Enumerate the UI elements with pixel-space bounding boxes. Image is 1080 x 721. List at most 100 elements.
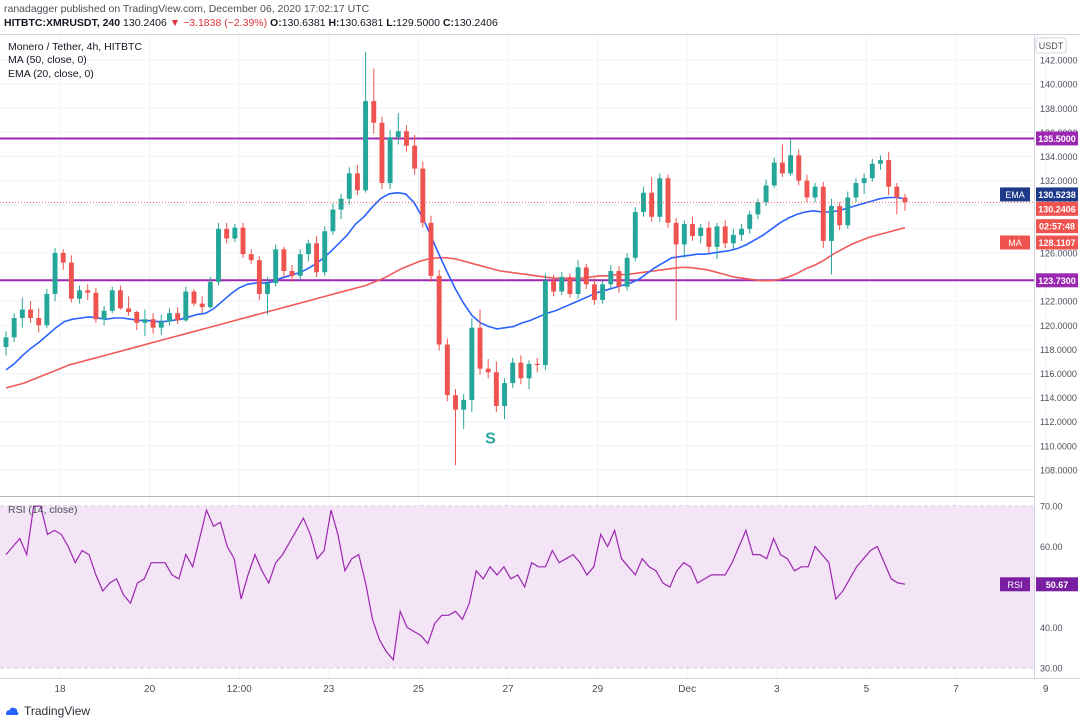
candle-body (853, 183, 859, 198)
candle-body (142, 319, 148, 323)
candle-body (444, 344, 450, 396)
candle-body (812, 186, 818, 198)
rsi-tick-label: 30.00 (1040, 663, 1063, 673)
candle-body (420, 168, 426, 223)
candle-body (265, 283, 270, 294)
open-value: 130.6381 (281, 17, 326, 29)
candle-body (583, 267, 589, 285)
candle-body (395, 131, 401, 138)
candle-body (542, 280, 548, 366)
candle-body (436, 275, 442, 345)
candle-body (363, 101, 369, 191)
candle-body (878, 160, 883, 164)
rsi-tick-label: 40.00 (1040, 623, 1063, 633)
candle-body (894, 186, 900, 198)
candle-body (117, 290, 123, 309)
ema-name-label: EMA (1005, 190, 1025, 200)
candle-body (739, 228, 744, 235)
price-tick-label: 138.0000 (1040, 104, 1078, 114)
candle-body (207, 281, 213, 308)
candle-body (216, 228, 221, 282)
last-price-tag-label: 130.2406 (1038, 204, 1076, 214)
ema-tag (1036, 187, 1078, 202)
candle-body (453, 395, 458, 410)
candle-body (232, 227, 238, 239)
candle-body (706, 227, 712, 247)
ma-tag-label: 128.1107 (1038, 238, 1075, 248)
candle-body (869, 163, 875, 179)
candle-body (681, 224, 687, 245)
candle-body (763, 185, 769, 203)
chart-legend: Monero / Tether, 4h, HITBTC MA (50, clos… (8, 41, 142, 516)
legend-ema: EMA (20, close, 0) (8, 68, 94, 80)
ma-50-line (5, 226, 906, 389)
price-tick-label: 110.0000 (1040, 441, 1077, 451)
time-tick-label: 20 (144, 684, 156, 695)
rsi-tick-label: 70.00 (1040, 502, 1063, 512)
candle-body (747, 214, 753, 229)
ma-name-label: MA (1008, 238, 1022, 248)
ma-tag (1036, 235, 1078, 250)
candle-body (150, 319, 156, 328)
candle-body (387, 137, 393, 184)
candle-body (551, 280, 557, 292)
level-tag-label: 135.5000 (1038, 134, 1076, 144)
level-tag-label: 123.7300 (1038, 276, 1076, 286)
last-price: 130.2406 (123, 17, 167, 29)
price-tick-label: 122.0000 (1040, 297, 1078, 307)
candle-body (158, 321, 164, 328)
currency-button[interactable]: USDT (1035, 37, 1067, 54)
candle-body (788, 155, 794, 174)
candle-body (755, 202, 761, 215)
countdown-tag (1036, 219, 1078, 234)
footer[interactable]: TradingView (4, 704, 90, 718)
close-label: C: (442, 17, 454, 29)
candle-body (861, 178, 867, 184)
price-tags: 135.5000 123.7300 130.5238 EMA 130.2406 02:57… (1000, 131, 1078, 592)
candle-body (461, 399, 467, 410)
candle-body (36, 318, 42, 326)
legend-rsi: RSI (14, close) (8, 504, 77, 516)
candle-body (469, 327, 475, 400)
candle-body (126, 308, 132, 313)
candle-body (240, 227, 246, 255)
time-tick-label: 23 (323, 684, 335, 695)
countdown-tag-label: 02:57:48 (1039, 222, 1075, 232)
candle-body (779, 162, 785, 174)
price-tick-label: 112.0000 (1040, 417, 1077, 427)
candle-body (771, 162, 777, 186)
candle-body (845, 197, 851, 226)
symbol: HITBTC:XMRUSDT, 240 (4, 17, 121, 29)
rsi-band (0, 506, 1034, 668)
time-axis[interactable]: 18 20 12:00 23 25 27 29 Dec 3 5 7 9 (54, 684, 1048, 695)
time-tick-label: Dec (678, 684, 696, 695)
candle-body (534, 363, 540, 366)
candle-body (730, 234, 736, 244)
rsi-name-box (1000, 577, 1030, 592)
legend-ma: MA (50, close, 0) (8, 54, 87, 66)
ema-20-line (5, 191, 906, 371)
candle-body (722, 226, 728, 244)
candle-body (828, 205, 834, 241)
candle-body (93, 292, 99, 320)
high-label: H: (328, 17, 340, 29)
price-tick-label: 114.0000 (1040, 393, 1077, 403)
candle-body (85, 290, 91, 293)
candle-body (673, 222, 679, 245)
candle-body (224, 228, 230, 239)
publisher-line: ranadagger published on TradingView.com,… (4, 3, 370, 15)
rsi-tick-label: 60.00 (1040, 542, 1063, 552)
ma-name-box (1000, 235, 1030, 250)
candle-body (297, 254, 303, 276)
candle-body (19, 309, 25, 319)
candle-body (820, 186, 826, 241)
price-tick-label: 120.0000 (1040, 321, 1078, 331)
candle-body (502, 383, 507, 407)
publish-header: ranadagger published on TradingView.com,… (4, 2, 498, 32)
candle-body (371, 101, 377, 123)
high-value: 130.6381 (339, 17, 384, 29)
candle-body (518, 362, 524, 379)
symbol-line: HITBTC:XMRUSDT, 240 130.2406 ▼ −3.1838 (… (4, 16, 498, 30)
candle-body (338, 198, 344, 210)
